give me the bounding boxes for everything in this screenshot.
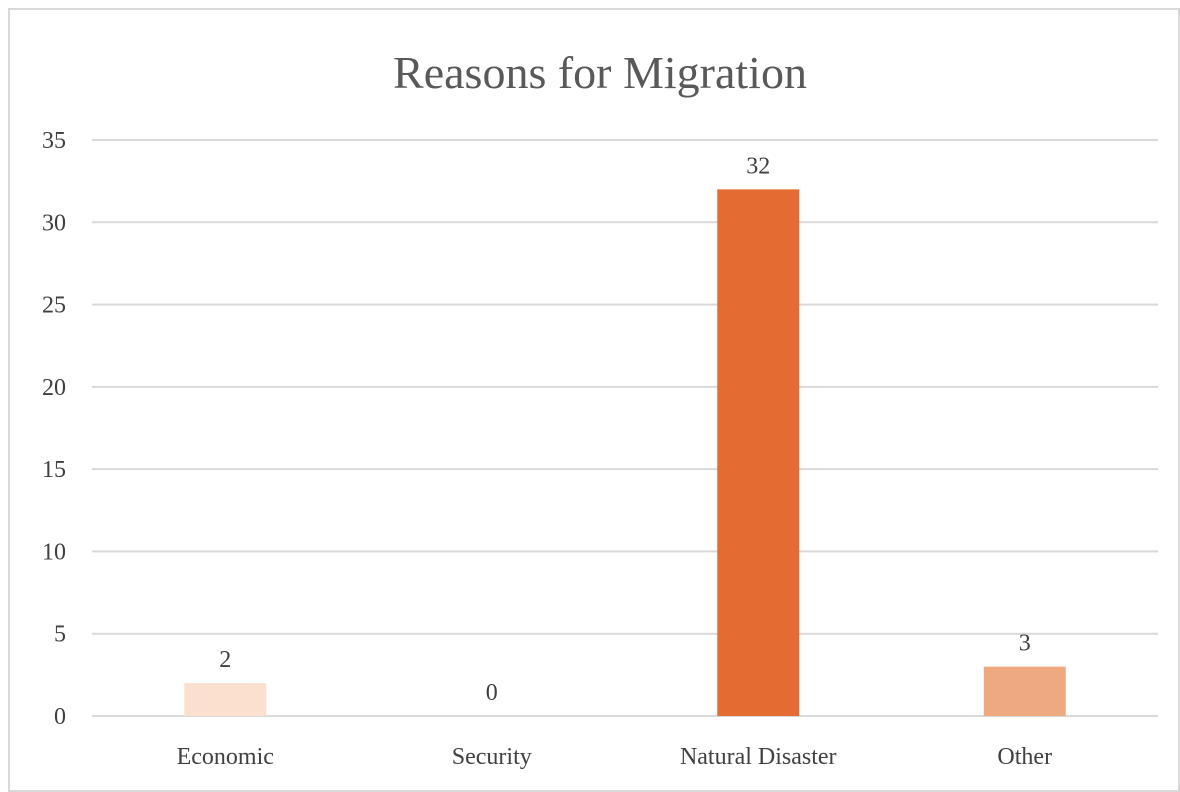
x-axis-categories: Economic Security Natural Disaster Other — [177, 744, 1052, 770]
data-label: 3 — [1019, 631, 1031, 657]
gridlines — [92, 140, 1158, 716]
y-tick-label: 20 — [42, 375, 66, 401]
y-tick-label: 35 — [42, 128, 66, 154]
bar-other — [984, 667, 1066, 716]
bar-economic — [184, 683, 266, 716]
x-category-label: Other — [997, 744, 1052, 770]
data-label: 0 — [486, 680, 498, 706]
y-tick-label: 10 — [42, 539, 66, 565]
bar-natural-disaster — [717, 189, 799, 716]
x-category-label: Natural Disaster — [680, 744, 837, 770]
y-tick-label: 30 — [42, 210, 66, 236]
y-tick-label: 25 — [42, 293, 66, 319]
x-category-label: Economic — [177, 744, 274, 770]
y-tick-label: 0 — [54, 704, 66, 730]
data-label: 2 — [219, 647, 231, 673]
y-tick-label: 15 — [42, 457, 66, 483]
chart-title: Reasons for Migration — [393, 47, 807, 98]
data-label: 32 — [746, 153, 770, 179]
x-category-label: Security — [452, 744, 532, 770]
y-tick-label: 5 — [54, 622, 66, 648]
bars — [184, 189, 1066, 716]
data-labels: 2 0 32 3 — [219, 153, 1031, 706]
y-axis-ticks: 0 5 10 15 20 25 30 35 — [42, 128, 66, 730]
